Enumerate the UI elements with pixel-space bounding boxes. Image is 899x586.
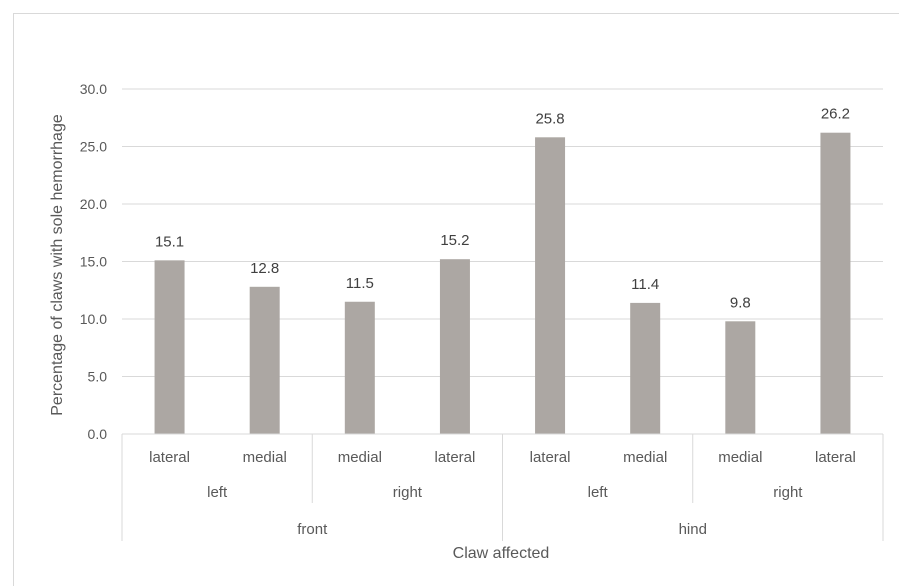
bar [725,321,756,434]
data-label: 25.8 [535,110,564,127]
x-claw-label: medial [243,449,287,466]
x-side-label: right [773,484,803,501]
x-claw-label: lateral [435,449,476,466]
bar [535,137,566,435]
x-axis: lateral medial medial lateral lateral medial m… [121,433,884,541]
y-tick-label: 25.0 [80,139,107,155]
y-tick-label: 20.0 [80,196,107,212]
x-side-label: left [207,484,228,501]
x-side-label: right [393,484,423,501]
bar [249,286,280,434]
bar [154,260,185,434]
data-label: 26.2 [821,106,850,123]
data-label: 12.8 [250,260,279,277]
x-axis-title: Claw affected [453,545,550,562]
x-claw-label: medial [623,449,667,466]
bar [344,301,375,434]
x-claw-label: lateral [815,449,856,466]
bar [630,302,661,434]
y-tick-label: 10.0 [80,311,107,327]
x-side-label: left [588,484,609,501]
x-claw-label: lateral [530,449,571,466]
data-labels: 15.1 12.8 11.5 15.2 25.8 11.4 9.8 26.2 [155,106,850,312]
x-claw-label: medial [338,449,382,466]
bars [154,132,851,435]
data-label: 15.2 [440,232,469,249]
bar [820,132,851,434]
y-tick-label: 30.0 [80,81,107,97]
x-limb-label: front [297,521,328,538]
y-axis-title: Percentage of claws with sole hemorrhage [49,114,66,416]
y-tick-label: 15.0 [80,254,107,270]
bar [439,259,470,434]
data-label: 11.4 [631,276,659,293]
y-tick-label: 5.0 [88,369,108,385]
gridlines [122,88,883,435]
x-claw-label: medial [718,449,762,466]
data-label: 11.5 [346,275,374,292]
y-axis-ticks: 0.0 5.0 10.0 15.0 20.0 25.0 30.0 [80,81,107,442]
data-label: 9.8 [730,294,751,311]
y-tick-label: 0.0 [88,426,108,442]
x-claw-label: lateral [149,449,190,466]
data-label: 15.1 [155,233,184,250]
x-limb-label: hind [679,521,707,538]
